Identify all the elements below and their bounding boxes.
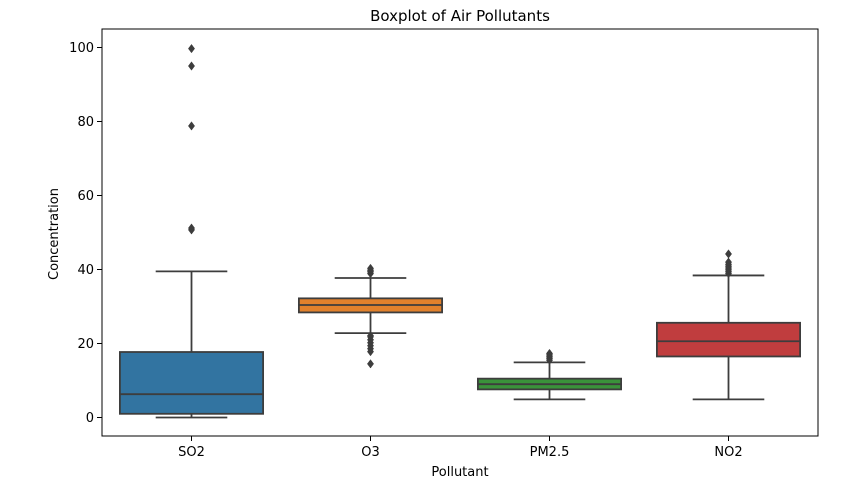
outlier-point — [725, 249, 732, 259]
outlier-point — [367, 331, 374, 341]
outlier-point — [188, 121, 195, 131]
box-so2 — [119, 43, 264, 419]
outlier-point — [188, 223, 195, 233]
outlier-point — [367, 263, 374, 274]
x-tick-label: SO2 — [178, 445, 205, 460]
outlier-point — [367, 359, 374, 369]
y-tick-label: 40 — [77, 263, 94, 278]
x-tick-label: PM2.5 — [530, 445, 570, 460]
x-axis-label: Pollutant — [431, 465, 488, 480]
outlier-point — [188, 61, 195, 71]
y-tick-label: 20 — [77, 337, 94, 352]
box-o3 — [297, 263, 443, 369]
x-tick-label: O3 — [361, 445, 380, 460]
y-axis-label: Concentration — [47, 188, 62, 280]
y-tick-label: 80 — [77, 115, 94, 130]
y-tick-label: 0 — [86, 411, 94, 426]
axes-frame — [101, 28, 819, 437]
outlier-point — [546, 348, 553, 359]
y-tick-label: 100 — [69, 41, 94, 56]
outlier-point — [725, 257, 732, 267]
iqr-box — [119, 351, 264, 415]
outlier-point — [188, 43, 195, 54]
box-pm2-5 — [476, 348, 622, 401]
y-tick-label: 60 — [77, 189, 94, 204]
chart-title: Boxplot of Air Pollutants — [370, 7, 550, 25]
x-tick-label: NO2 — [714, 445, 742, 460]
iqr-box — [656, 321, 802, 358]
box-no2 — [656, 249, 802, 401]
plot-area: 0 20 40 60 80 100 SO2 O3 PM2.5 NO2 — [69, 28, 819, 460]
